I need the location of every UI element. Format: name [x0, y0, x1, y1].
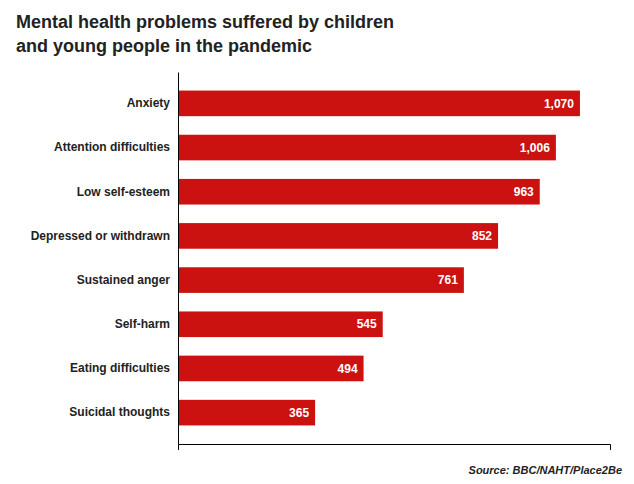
y-tick-label: Anxiety	[127, 96, 171, 110]
bar	[178, 356, 364, 382]
bar	[178, 135, 556, 161]
y-tick-label: Eating difficulties	[70, 361, 170, 375]
y-tick-label: Self-harm	[115, 317, 170, 331]
data-label: 761	[438, 273, 458, 287]
y-tick: Anxiety	[127, 96, 171, 110]
data-label: 365	[289, 406, 309, 420]
title: Mental health problems suffered by child…	[16, 12, 394, 32]
chart: Mental health problems suffered by child…	[0, 0, 634, 484]
data-label: 1,070	[544, 97, 574, 111]
x-axis	[179, 445, 611, 451]
y-axis: Anxiety Attention difficulties Low self-es…	[31, 73, 179, 445]
bars	[178, 91, 580, 426]
data-labels: 1,070 1,006 963 852 761 545 494 365	[289, 97, 574, 420]
bar	[178, 223, 498, 249]
bar	[178, 267, 464, 293]
y-tick: Attention difficulties	[54, 140, 170, 154]
bar	[178, 91, 580, 117]
y-tick: Suicidal thoughts	[69, 405, 170, 419]
bar	[178, 179, 540, 205]
y-tick: Self-harm	[115, 317, 170, 331]
y-tick-label: Attention difficulties	[54, 140, 170, 154]
plot: 1,070 1,006 963 852 761 545 494 365 Anxiety Atten…	[31, 73, 611, 451]
y-tick: Eating difficulties	[70, 361, 170, 375]
data-label: 963	[514, 185, 534, 199]
y-tick-label: Depressed or withdrawn	[31, 229, 170, 243]
data-label: 1,006	[520, 141, 550, 155]
y-tick-label: Low self-esteem	[77, 185, 170, 199]
bar	[178, 311, 383, 337]
y-tick-label: Sustained anger	[77, 273, 171, 287]
data-label: 494	[338, 362, 358, 376]
subtitle: and young people in the pandemic	[16, 36, 312, 56]
y-tick-label: Suicidal thoughts	[69, 405, 170, 419]
y-axis-line	[178, 73, 179, 445]
data-label: 852	[472, 229, 492, 243]
annotation: Source: BBC/NAHT/Place2Be	[469, 464, 622, 476]
bar	[178, 400, 315, 426]
y-tick: Sustained anger	[77, 273, 171, 287]
x-axis-line	[179, 445, 611, 451]
y-tick: Depressed or withdrawn	[31, 229, 170, 243]
data-label: 545	[357, 317, 377, 331]
y-tick: Low self-esteem	[77, 185, 170, 199]
